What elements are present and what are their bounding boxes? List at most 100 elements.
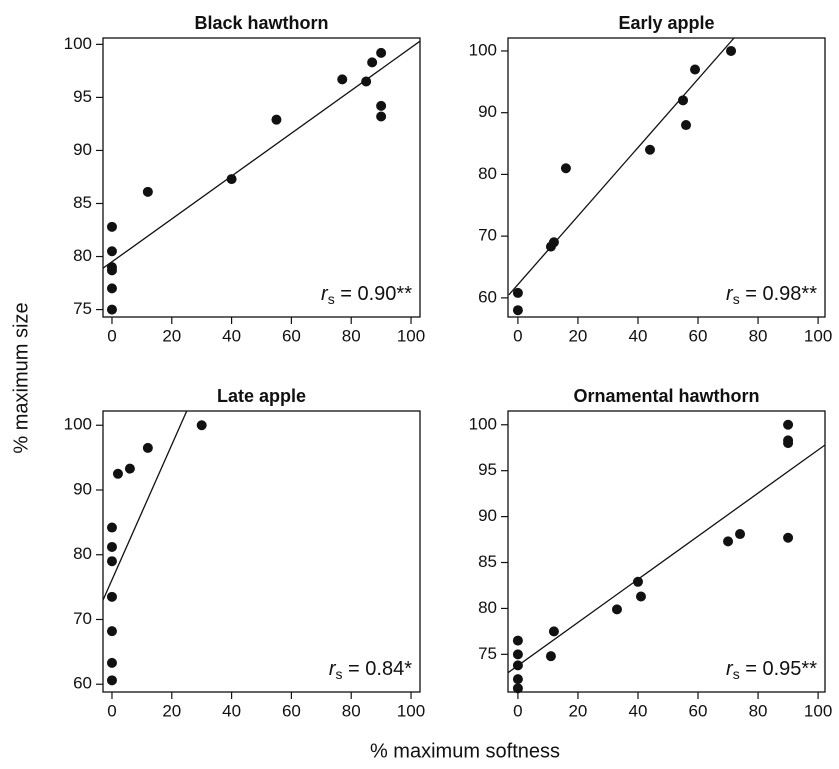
point [560,163,571,174]
point [644,144,655,155]
annotation: rs = 0.98** [726,283,817,306]
panel: Late apple 0 20 40 60 80 100 60 70 80 90 100 rs = 0.… [64,386,426,721]
annotation-text: = 0.84* [342,658,412,680]
y-tick-label: 90 [73,479,92,498]
point [106,657,117,668]
annotation-text: = 0.90** [335,283,413,305]
y-tick-label: 80 [73,544,92,563]
y-tick-label: 95 [73,87,92,106]
annotation-symbol: r [329,658,337,680]
y-tick-label: 90 [478,102,497,121]
point [271,114,282,125]
point [106,626,117,637]
y-tick-label: 100 [64,415,92,434]
x-tick-label: 60 [689,326,708,345]
point [548,237,559,248]
annotation-symbol: r [321,283,329,305]
point [106,304,117,315]
point [106,591,117,602]
annotation: rs = 0.90** [321,283,412,306]
fit-line [103,40,420,269]
y-tick-label: 90 [478,506,497,525]
y-tick-label: 80 [73,246,92,265]
point [512,683,523,694]
x-tick-label: 0 [107,701,116,720]
point [632,576,643,587]
panel-title: Ornamental hawthorn [573,386,759,406]
point [635,591,646,602]
x-tick-label: 40 [629,326,648,345]
point [512,305,523,316]
point [512,649,523,660]
y-tick-label: 85 [478,552,497,571]
x-tick-label: 20 [568,701,587,720]
x-tick-label: 20 [162,326,181,345]
x-tick-label: 80 [749,326,768,345]
x-tick-label: 80 [342,326,361,345]
y-tick-label: 100 [469,40,497,59]
annotation-text: = 0.95** [740,658,818,680]
point [142,186,153,197]
x-axis-label: % maximum softness [370,740,560,762]
annotation: rs = 0.95** [726,658,817,681]
y-axis-label: % maximum size [10,302,32,453]
point [681,120,692,131]
point [783,419,794,430]
y-tick-label: 75 [73,299,92,318]
annotation-subscript: s [328,291,335,307]
point [512,660,523,671]
x-tick-label: 80 [342,701,361,720]
x-tick-label: 60 [282,326,301,345]
point [106,262,117,273]
panel-title: Late apple [217,386,306,406]
point [106,221,117,232]
panel-title: Black hawthorn [194,13,328,33]
point [376,111,387,122]
point [112,468,123,479]
fit-line [508,38,735,296]
panel: Black hawthorn 0 20 40 60 80 100 75 80 85 90 95 100 r… [64,13,426,346]
point [512,287,523,298]
y-tick-label: 85 [73,193,92,212]
point [106,246,117,257]
point [723,536,734,547]
panel: Early apple 0 20 40 60 80 100 60 70 80 90 100 rs = 0… [469,13,833,346]
x-tick-label: 100 [804,326,832,345]
point [196,420,207,431]
point [548,626,559,637]
fit-line [508,444,825,674]
x-tick-label: 40 [222,326,241,345]
x-tick-label: 100 [397,701,425,720]
x-tick-label: 60 [282,701,301,720]
annotation: rs = 0.84* [329,658,412,681]
annotation-text: = 0.98** [740,283,818,305]
annotation-symbol: r [726,658,734,680]
point [106,556,117,567]
x-tick-label: 100 [397,326,425,345]
y-tick-label: 100 [469,414,497,433]
point [337,74,348,85]
point [783,532,794,543]
point [106,541,117,552]
point [106,522,117,533]
plot-frame [102,410,421,693]
y-tick-label: 80 [478,164,497,183]
y-tick-label: 75 [478,644,497,663]
y-tick-label: 100 [64,34,92,53]
fit-line [103,411,188,601]
x-tick-label: 0 [107,326,116,345]
point [367,57,378,68]
x-tick-label: 0 [513,326,522,345]
annotation-symbol: r [726,283,734,305]
x-tick-label: 100 [804,701,832,720]
point [735,529,746,540]
annotation-subscript: s [335,666,342,682]
point [690,64,701,75]
point [678,95,689,106]
point [376,100,387,111]
point [783,435,794,446]
x-tick-label: 40 [629,701,648,720]
plot-frame [507,37,826,318]
x-tick-label: 20 [568,326,587,345]
